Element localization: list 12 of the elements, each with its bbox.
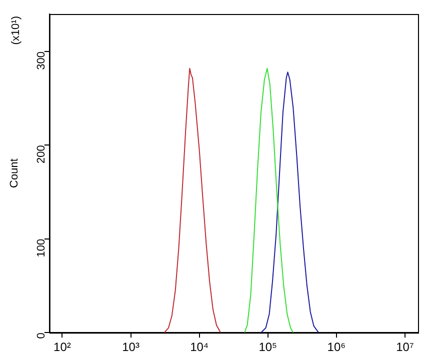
x-tick-label: 10⁷	[396, 340, 414, 354]
x-tick-label: 10²	[54, 340, 71, 354]
x-tick-label: 10⁵	[258, 340, 278, 354]
y-axis-title: Count	[8, 158, 21, 188]
text: (x10¹)	[10, 16, 22, 45]
y-tick-label: 200	[35, 145, 48, 164]
y-tick-label: 100	[35, 238, 48, 258]
y-tick-label: 0	[35, 332, 48, 339]
x-tick-label: 10⁴	[190, 340, 209, 354]
y-tick-label: 300	[35, 51, 48, 70]
x-tick-label: 10³	[122, 340, 140, 354]
x-tick-label: 10⁶	[327, 340, 346, 354]
